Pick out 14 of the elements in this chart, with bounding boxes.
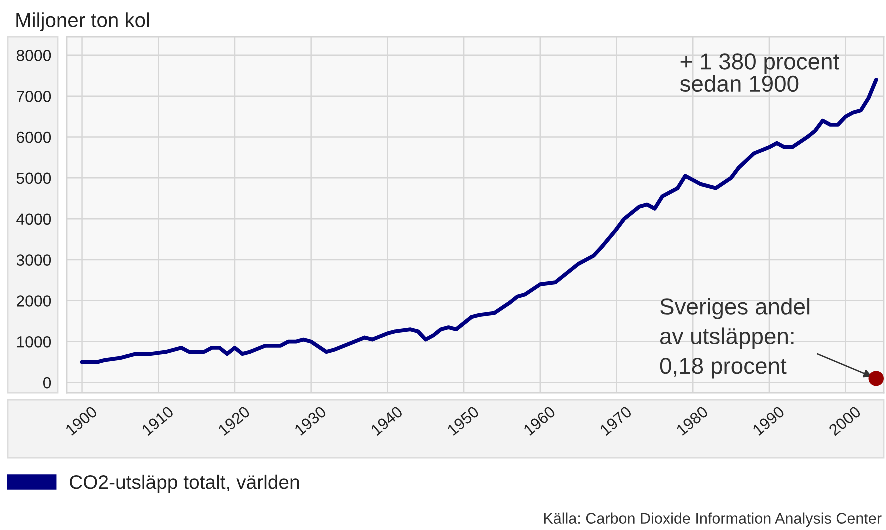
legend-label: CO2-utsläpp totalt, världen — [70, 474, 300, 494]
y-tick-label: 2000 — [17, 296, 52, 307]
y-tick-label: 5000 — [16, 172, 52, 184]
y-tick-label: 4000 — [16, 214, 52, 226]
y-tick-label: 3000 — [16, 254, 52, 266]
annotation: + 1 380 procent sedan 1900 — [680, 54, 840, 92]
y-tick-label: 0 — [43, 377, 52, 389]
y-axis-title: Miljoner ton kol — [16, 12, 150, 32]
y-tick-label: 6000 — [17, 132, 52, 144]
y-tick-label: 8000 — [16, 50, 52, 62]
y-tick-label: 7000 — [17, 90, 52, 102]
text: Källa: Carbon Dioxide Information Analysis Center — [544, 512, 882, 527]
annotation: Sveriges andel av utsläppen: 0,18 procent — [660, 298, 810, 379]
y-tick-label: 1000 — [17, 336, 52, 348]
